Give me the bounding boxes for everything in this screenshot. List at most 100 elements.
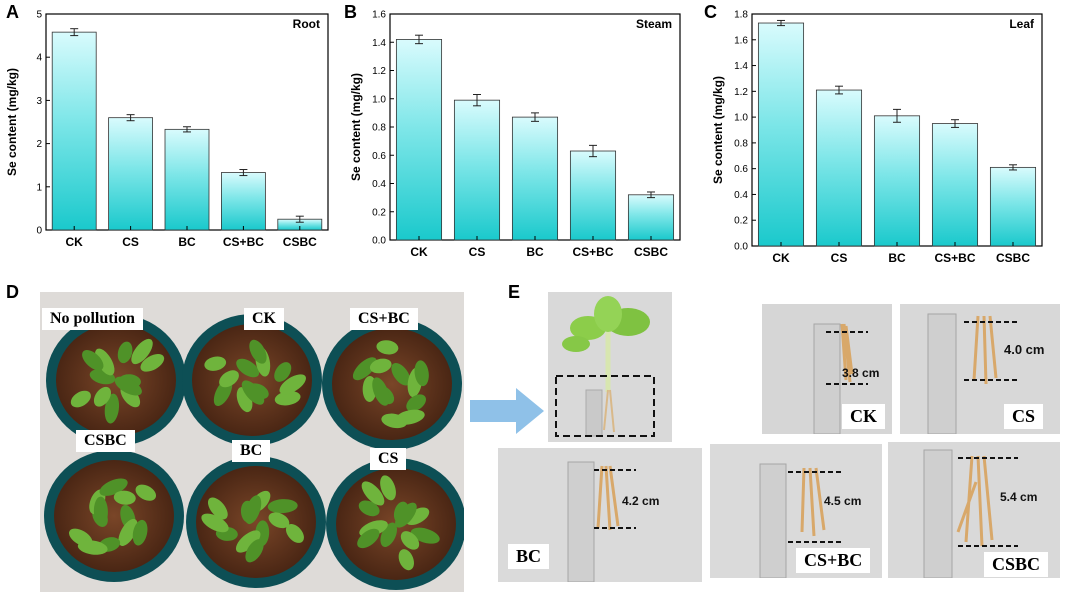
y-tick-label: 0.4 [734,190,748,201]
leaf [77,540,108,555]
root-label-bc: BC [508,544,550,569]
x-tick-label: CSBC [283,235,317,249]
y-tick-label: 1.8 [734,10,748,21]
leaf [135,484,157,501]
y-axis-label: Se content (mg/kg) [711,76,725,184]
y-tick-label: 5 [36,10,42,21]
leaf [118,518,138,546]
root-length-csbc: 5.4 cm [1000,490,1038,504]
y-tick-label: 1.0 [372,94,386,105]
leaf [414,360,429,387]
y-tick-label: 1.6 [734,35,748,46]
y-tick-label: 0.4 [372,179,386,190]
panel-letter-e: E [508,282,521,302]
seedling-illustration [548,292,672,442]
leaf [245,539,264,563]
panel-letter-d: D [6,282,19,302]
x-tick-label: CSBC [996,251,1030,265]
leaf [406,394,426,412]
x-tick-label: BC [888,251,906,265]
seedling-photo [548,292,672,442]
x-tick-label: BC [526,245,544,259]
y-tick-label: 1.2 [734,87,748,98]
root-illustration-cs [900,304,1060,434]
leaf [274,391,301,406]
leaf [235,530,261,553]
y-tick-label: 0 [36,226,42,237]
x-tick-label: CS [831,251,848,265]
leaf [249,339,267,364]
pot-label-cs: CS [370,448,407,470]
y-tick-label: 0.2 [372,207,386,218]
leaf [70,390,91,408]
leaf [131,338,153,365]
root-label-csbc: CSBC [984,552,1049,577]
leaf [352,357,377,381]
y-tick-label: 4 [36,53,42,64]
leaf [380,475,396,501]
bar [569,150,617,241]
leaf [140,354,165,372]
y-tick-label: 1.6 [372,10,386,21]
x-tick-label: CSBC [634,245,668,259]
bar [108,117,153,231]
x-tick-label: CK [66,235,84,249]
root-photo-ck: 3.8 cm CK [762,304,892,434]
pot-label-no-pollution: No pollution [42,308,143,330]
pot-soil [196,466,316,578]
bar [511,116,559,241]
leaf [93,496,108,527]
leaf [279,374,306,395]
y-tick-label: 1.4 [372,38,386,49]
leaf [113,490,136,505]
leaf [82,350,104,371]
y-tick-label: 1.2 [372,66,386,77]
bar [989,166,1037,247]
root-length-cs-bc: 4.5 cm [824,494,862,508]
leaf [204,356,227,371]
bar [873,115,921,247]
leaf [241,380,265,405]
leaf [94,348,115,376]
x-tick-label: BC [178,235,196,249]
chart-title: Steam [636,17,672,31]
root-photo-cs: 4.0 cm CS [900,304,1060,434]
root-length-cs: 4.0 cm [1004,342,1045,357]
leaf [244,495,262,525]
y-tick-label: 3 [36,96,42,107]
leaf [114,376,142,396]
leaf [268,512,290,529]
root-label-cs-bc: CS+BC [796,548,871,573]
leaf [372,377,390,406]
leaf [219,370,239,388]
leaf [274,362,292,382]
leaf [99,478,128,496]
leaf [201,513,229,533]
y-tick-label: 2 [36,139,42,150]
bar [395,39,443,241]
leaf [410,527,440,544]
leaf [369,358,392,374]
x-tick-label: CK [410,245,428,259]
x-tick-label: CS [469,245,486,259]
leaf [357,528,380,549]
y-tick-label: 1.4 [734,61,748,72]
pot-label-csbc: CSBC [76,430,135,452]
root-label-ck: CK [842,404,885,429]
x-tick-label: CS+BC [934,251,975,265]
pot-soil [192,324,312,436]
panel-letter-b: B [344,2,357,22]
y-tick-label: 0.6 [734,164,748,175]
y-tick-label: 0.2 [734,216,748,227]
root-length-bc: 4.2 cm [622,494,660,508]
leaf [391,362,411,386]
chart-title: Root [293,17,320,31]
y-axis-label: Se content (mg/kg) [5,68,19,176]
y-tick-label: 0.0 [372,236,386,247]
y-tick-label: 1 [36,182,42,193]
y-tick-label: 0.8 [734,138,748,149]
leaf [400,531,420,550]
leaf [376,340,399,355]
panel-letter-c: C [704,2,717,22]
